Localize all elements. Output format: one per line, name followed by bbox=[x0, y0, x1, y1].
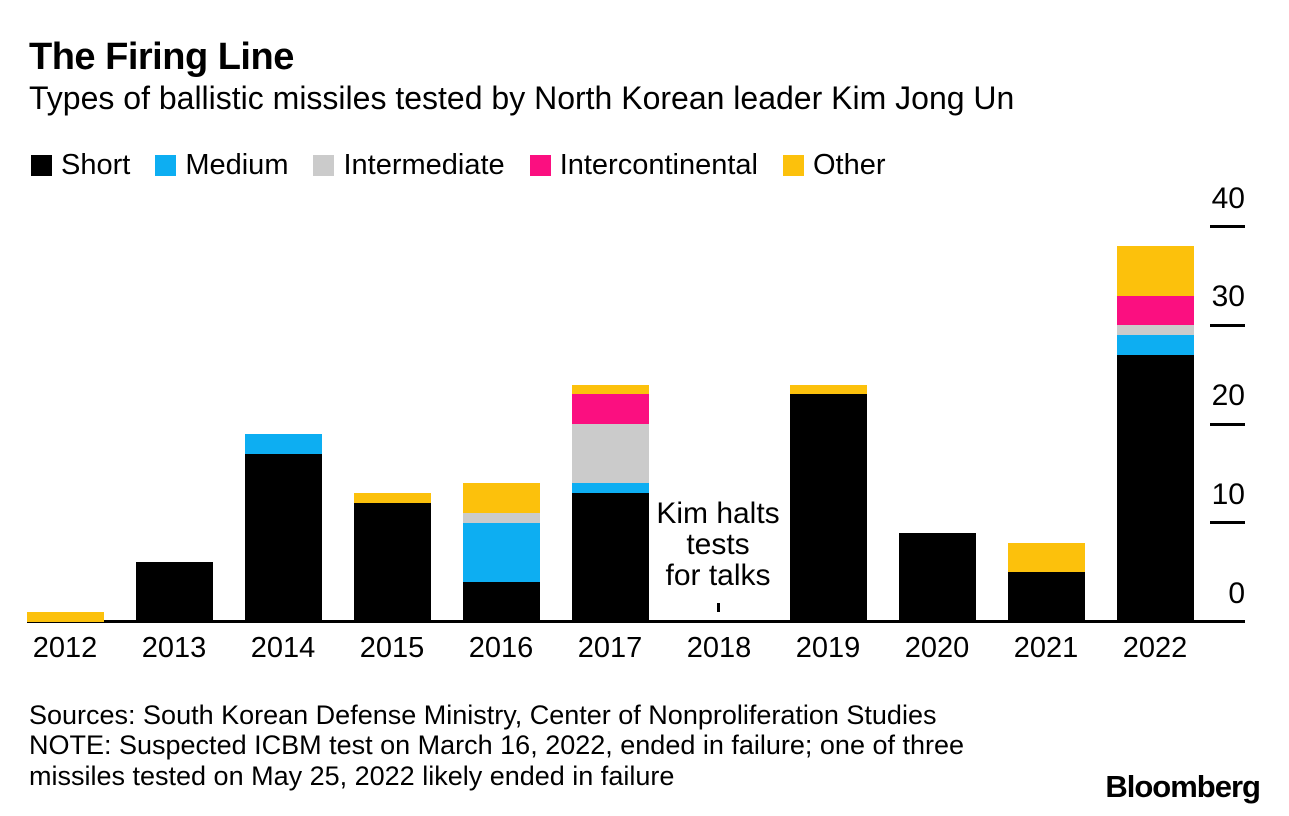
legend-label-intermediate: Intermediate bbox=[343, 149, 505, 181]
y-axis-label-40: 40 bbox=[1211, 181, 1245, 215]
sources-line: Sources: South Korean Defense Ministry, … bbox=[29, 700, 937, 730]
x-axis-line bbox=[27, 620, 1245, 623]
bar-segment-2015-short bbox=[353, 503, 431, 622]
legend-swatch-intercontinental bbox=[529, 155, 551, 176]
y-axis-tick-40 bbox=[1210, 225, 1245, 228]
y-axis-label-0: 0 bbox=[1228, 576, 1245, 610]
x-axis-label-2015: 2015 bbox=[359, 632, 425, 664]
bar-2013 bbox=[135, 562, 213, 622]
bar-segment-2016-short bbox=[462, 582, 540, 622]
bar-2016 bbox=[462, 483, 540, 622]
y-axis-tick-20 bbox=[1210, 422, 1245, 426]
bar-2020 bbox=[898, 532, 976, 622]
bar-segment-2017-short bbox=[571, 493, 649, 622]
footer: Sources: South Korean Defense Ministry, … bbox=[29, 700, 964, 791]
legend-swatch-intermediate bbox=[313, 155, 335, 176]
bar-segment-2022-short bbox=[1116, 354, 1194, 622]
legend-label-intercontinental: Intercontinental bbox=[559, 149, 758, 181]
bar-segment-2017-medium bbox=[571, 483, 649, 494]
chart-subtitle: Types of ballistic missiles tested by No… bbox=[29, 80, 1015, 116]
bar-segment-2022-other bbox=[1116, 246, 1194, 296]
bloomberg-logo: Bloomberg bbox=[1105, 769, 1261, 804]
bar-segment-2017-intermediate bbox=[571, 424, 649, 484]
annotation-line-3: for talks bbox=[665, 559, 771, 592]
y-axis-label-30: 30 bbox=[1211, 280, 1245, 314]
legend-item-medium: Medium bbox=[155, 149, 288, 182]
note-line-2: missiles tested on May 25, 2022 likely e… bbox=[29, 760, 675, 791]
bar-segment-2012-other bbox=[26, 611, 104, 622]
bar-2012 bbox=[26, 611, 104, 622]
x-axis-label-2017: 2017 bbox=[577, 632, 643, 664]
x-axis-label-2019: 2019 bbox=[795, 632, 861, 664]
bar-segment-2017-other bbox=[571, 384, 649, 395]
legend-swatch-short bbox=[31, 155, 52, 176]
note-line-1: NOTE: Suspected ICBM test on March 16, 2… bbox=[29, 730, 965, 761]
x-axis-label-2013: 2013 bbox=[141, 632, 207, 664]
annotation-line-1: Kim halts bbox=[656, 497, 780, 530]
legend-label-medium: Medium bbox=[185, 149, 289, 181]
bar-segment-2015-other bbox=[353, 493, 431, 503]
x-axis-label-2022: 2022 bbox=[1122, 632, 1188, 664]
bar-segment-2020-short bbox=[898, 532, 976, 622]
annotation-kim-halts-tests: Kim halts tests for talks bbox=[656, 498, 779, 591]
legend-item-short: Short bbox=[31, 149, 130, 182]
bar-2022 bbox=[1116, 246, 1194, 622]
bar-segment-2017-intercontinental bbox=[571, 394, 649, 424]
annotation-line-2: tests bbox=[686, 528, 750, 561]
x-axis-label-2012: 2012 bbox=[32, 632, 98, 664]
bar-segment-2021-other bbox=[1007, 542, 1085, 573]
x-axis-label-2016: 2016 bbox=[468, 632, 534, 664]
bar-2021 bbox=[1007, 542, 1085, 622]
x-axis-label-2014: 2014 bbox=[250, 632, 316, 664]
legend-item-intermediate: Intermediate bbox=[313, 149, 505, 182]
bar-segment-2016-intermediate bbox=[462, 512, 540, 523]
legend-swatch-other bbox=[783, 155, 804, 176]
bar-segment-2016-medium bbox=[462, 522, 540, 582]
legend-label-other: Other bbox=[813, 149, 886, 181]
bar-segment-2022-intermediate bbox=[1116, 325, 1194, 336]
y-axis-tick-10 bbox=[1210, 521, 1245, 525]
y-axis-label-20: 20 bbox=[1211, 379, 1245, 412]
legend-item-intercontinental: Intercontinental bbox=[529, 149, 758, 182]
y-axis-label-10: 10 bbox=[1211, 477, 1245, 511]
annotation-pointer-dash bbox=[717, 603, 720, 612]
bar-2015 bbox=[353, 493, 431, 622]
bar-segment-2014-medium bbox=[244, 433, 322, 454]
legend-swatch-medium bbox=[155, 155, 177, 176]
bar-segment-2013-short bbox=[135, 562, 213, 622]
bar-segment-2019-short bbox=[789, 394, 867, 622]
bar-2014 bbox=[244, 433, 322, 622]
bar-segment-2019-other bbox=[789, 384, 867, 395]
x-axis-label-2020: 2020 bbox=[904, 632, 970, 664]
bar-segment-2016-other bbox=[462, 483, 540, 513]
bar-segment-2022-intercontinental bbox=[1116, 295, 1194, 326]
legend-label-short: Short bbox=[61, 149, 131, 181]
bar-segment-2021-short bbox=[1007, 572, 1085, 622]
y-axis-tick-30 bbox=[1210, 323, 1245, 327]
legend-item-other: Other bbox=[783, 149, 886, 182]
bar-segment-2022-medium bbox=[1116, 335, 1194, 355]
x-axis-label-2018: 2018 bbox=[686, 632, 752, 664]
x-axis-label-2021: 2021 bbox=[1013, 632, 1079, 664]
bar-2017 bbox=[571, 384, 649, 622]
chart-title: The Firing Line bbox=[29, 36, 294, 78]
bar-segment-2014-short bbox=[244, 453, 322, 622]
bar-2019 bbox=[789, 384, 867, 622]
legend: Short Medium Intermediate Intercontinental O… bbox=[31, 149, 886, 182]
